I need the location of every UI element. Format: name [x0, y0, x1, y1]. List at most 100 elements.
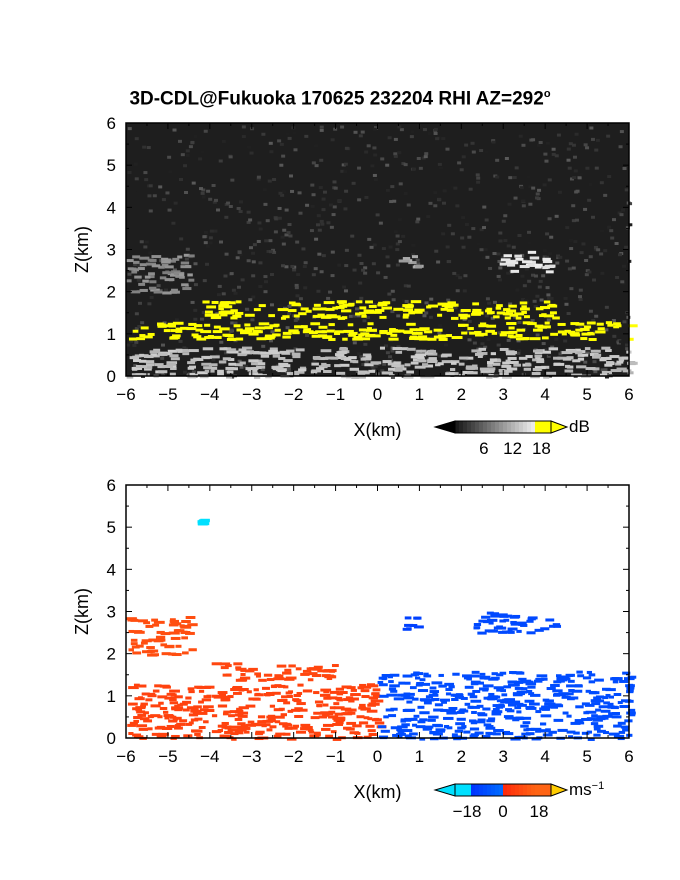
noise-cell — [182, 370, 187, 374]
noise-cell — [403, 191, 408, 195]
noise-cell — [476, 242, 481, 246]
noise-cell — [547, 296, 552, 300]
echo-cell — [187, 361, 196, 365]
colorbar-step — [487, 784, 492, 796]
echo-cell — [400, 693, 408, 697]
echo-cell — [159, 276, 167, 280]
echo-cell — [236, 300, 242, 304]
noise-cell — [156, 284, 161, 288]
echo-cell — [369, 702, 380, 706]
echo-cell — [244, 313, 255, 317]
noise-cell — [216, 293, 221, 297]
echo-cell — [321, 307, 327, 311]
echo-cell — [566, 730, 576, 734]
echo-cell — [333, 702, 340, 706]
echo-cell — [464, 702, 471, 706]
echo-cell — [253, 351, 263, 355]
echo-cell — [390, 726, 402, 730]
noise-cell — [177, 139, 182, 143]
echo-cell — [248, 372, 259, 376]
echo-cell — [318, 325, 328, 329]
echo-cell — [227, 728, 239, 732]
echo-cell — [474, 720, 486, 724]
noise-cell — [134, 312, 139, 316]
noise-cell — [410, 130, 415, 134]
echo-cell — [161, 257, 169, 261]
noise-cell — [318, 186, 323, 190]
noise-cell — [178, 178, 183, 182]
colorbar-step — [455, 421, 460, 433]
echo-cell — [627, 361, 638, 365]
noise-cell — [619, 130, 624, 134]
echo-cell — [328, 323, 335, 327]
echo-cell — [499, 619, 507, 623]
echo-cell — [159, 706, 168, 710]
echo-cell — [605, 321, 613, 325]
echo-cell — [343, 726, 352, 730]
echo-cell — [413, 625, 424, 629]
colorbar-step — [543, 421, 548, 433]
echo-cell — [296, 691, 303, 695]
echo-cell — [139, 359, 147, 363]
echo-cell — [388, 714, 397, 718]
echo-cell — [194, 685, 203, 689]
noise-cell — [230, 178, 235, 182]
echo-cell — [367, 729, 376, 733]
echo-cell — [132, 733, 142, 737]
x-tick-label: −6 — [116, 747, 135, 766]
echo-cell — [423, 674, 432, 678]
echo-cell — [310, 322, 321, 326]
echo-cell — [452, 672, 460, 676]
echo-cell — [192, 729, 203, 733]
echo-cell — [613, 322, 621, 326]
colorbar-step — [507, 421, 512, 433]
echo-cell — [544, 702, 552, 706]
echo-cell — [402, 313, 410, 317]
echo-cell — [294, 325, 304, 329]
noise-cell — [442, 201, 447, 205]
echo-cell — [368, 684, 379, 688]
echo-cell — [543, 314, 555, 318]
noise-cell — [201, 188, 206, 192]
echo-cell — [433, 732, 443, 736]
noise-cell — [470, 141, 475, 145]
noise-cell — [284, 233, 289, 237]
noise-cell — [557, 190, 562, 194]
noise-cell — [573, 240, 578, 244]
noise-cell — [372, 173, 377, 177]
noise-cell — [302, 265, 307, 269]
noise-cell — [401, 299, 406, 303]
noise-cell — [228, 155, 233, 159]
noise-cell — [360, 130, 365, 134]
noise-cell — [358, 281, 363, 285]
echo-cell — [462, 314, 471, 318]
echo-cell — [218, 307, 224, 311]
echo-cell — [426, 305, 432, 309]
echo-cell — [460, 696, 468, 700]
echo-cell — [133, 359, 142, 363]
noise-cell — [343, 162, 348, 166]
echo-cell — [187, 273, 193, 277]
noise-cell — [403, 163, 408, 167]
echo-cell — [553, 693, 561, 697]
noise-cell — [237, 250, 242, 254]
noise-cell — [545, 141, 550, 145]
echo-cell — [562, 711, 569, 715]
echo-cell — [507, 703, 517, 707]
noise-cell — [331, 213, 336, 217]
echo-cell — [451, 697, 459, 701]
noise-cell — [438, 354, 443, 358]
echo-cell — [454, 729, 464, 733]
echo-cell — [338, 718, 346, 722]
echo-cell — [130, 642, 138, 646]
echo-cell — [180, 625, 192, 629]
echo-cell — [410, 717, 418, 721]
noise-cell — [209, 229, 214, 233]
echo-cell — [509, 313, 519, 317]
echo-cell — [335, 305, 345, 309]
echo-cell — [485, 309, 492, 313]
echo-cell — [445, 372, 455, 376]
noise-cell — [564, 302, 569, 306]
colorbar-step — [527, 784, 532, 796]
